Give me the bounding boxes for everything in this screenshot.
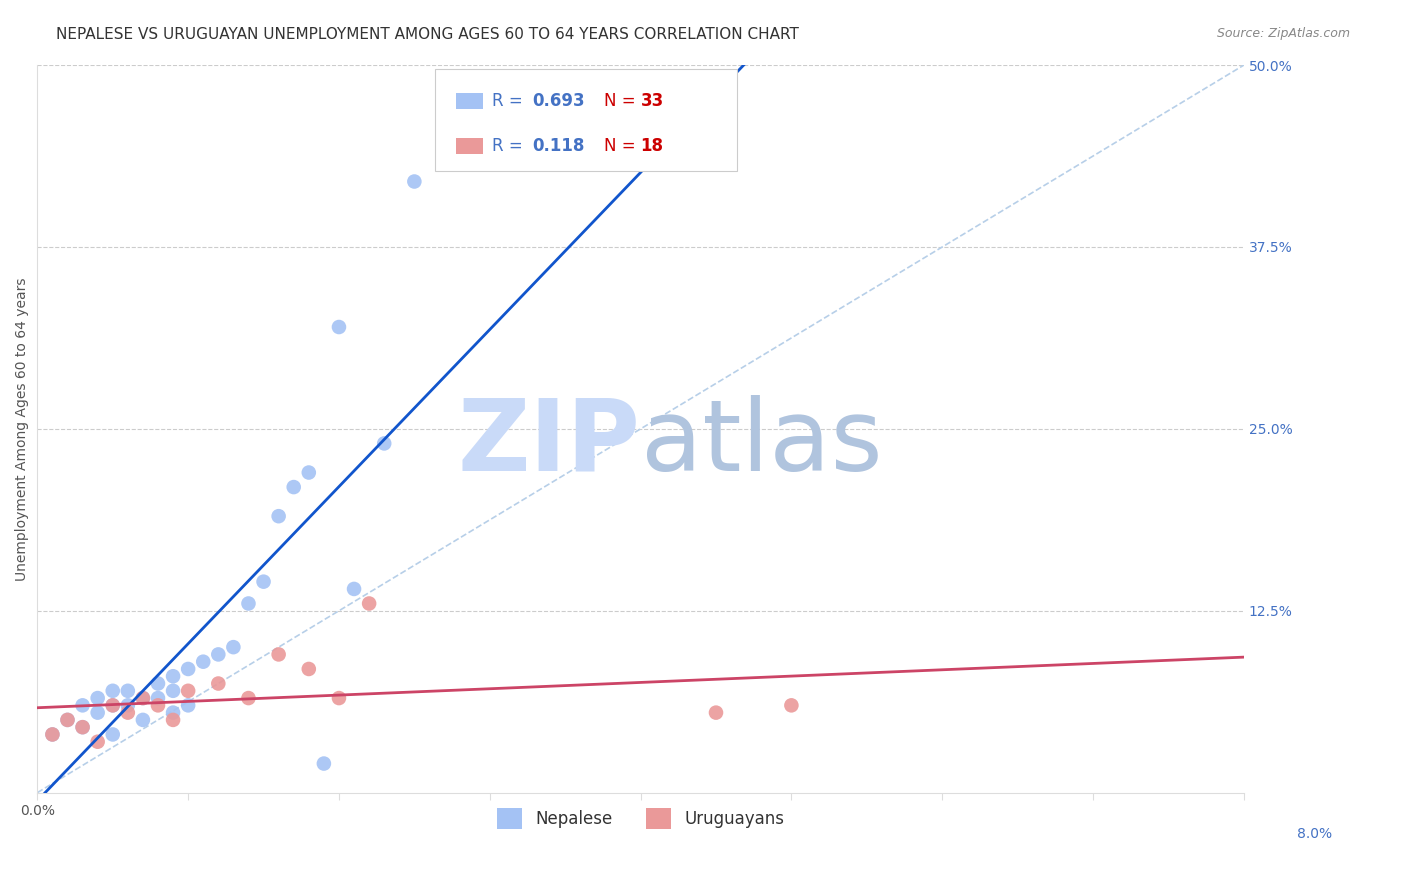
Point (162, 683, 184, 698)
Text: R =: R = (492, 92, 529, 110)
Point (207, 676, 229, 690)
Text: N =: N = (605, 92, 641, 110)
Point (780, 698, 803, 713)
Point (238, 597, 260, 611)
Point (328, 691, 350, 706)
Point (56, 713, 79, 727)
Point (41, 727, 63, 741)
Point (312, 756, 335, 771)
Point (328, 320, 350, 334)
Point (101, 683, 124, 698)
Y-axis label: Unemployment Among Ages 60 to 64 years: Unemployment Among Ages 60 to 64 years (15, 277, 30, 581)
Point (146, 698, 169, 713)
Point (162, 706, 184, 720)
Point (101, 698, 124, 713)
Point (72, 720, 94, 734)
Point (117, 683, 139, 698)
Point (238, 691, 260, 706)
Point (704, 706, 727, 720)
Point (117, 706, 139, 720)
Point (132, 713, 155, 727)
Point (267, 509, 290, 524)
Point (404, 174, 426, 188)
Point (132, 691, 155, 706)
Text: 0.693: 0.693 (531, 92, 585, 110)
Point (41, 727, 63, 741)
Point (86, 735, 108, 749)
Point (298, 466, 321, 480)
Point (101, 727, 124, 741)
Point (193, 655, 215, 669)
Point (86, 691, 108, 706)
Text: N =: N = (605, 137, 641, 155)
Point (117, 698, 139, 713)
Text: 18: 18 (641, 137, 664, 155)
Point (86, 706, 108, 720)
Point (222, 640, 245, 654)
Point (162, 669, 184, 683)
Text: atlas: atlas (641, 395, 882, 491)
FancyBboxPatch shape (436, 69, 737, 170)
Text: 0.118: 0.118 (531, 137, 585, 155)
Point (177, 698, 200, 713)
Point (72, 698, 94, 713)
Point (162, 713, 184, 727)
Point (132, 691, 155, 706)
Point (207, 648, 229, 662)
Point (146, 676, 169, 690)
Point (56, 713, 79, 727)
Point (267, 648, 290, 662)
Point (359, 597, 381, 611)
Point (101, 698, 124, 713)
Text: NEPALESE VS URUGUAYAN UNEMPLOYMENT AMONG AGES 60 TO 64 YEARS CORRELATION CHART: NEPALESE VS URUGUAYAN UNEMPLOYMENT AMONG… (56, 27, 799, 42)
FancyBboxPatch shape (456, 138, 482, 154)
Text: ZIP: ZIP (458, 395, 641, 491)
Text: R =: R = (492, 137, 533, 155)
FancyBboxPatch shape (456, 93, 482, 109)
Point (373, 436, 395, 450)
Point (146, 691, 169, 706)
Point (177, 662, 200, 676)
Text: 33: 33 (641, 92, 664, 110)
Point (177, 683, 200, 698)
Point (252, 574, 274, 589)
Point (343, 582, 366, 596)
Legend: Nepalese, Uruguayans: Nepalese, Uruguayans (491, 802, 792, 835)
Text: Source: ZipAtlas.com: Source: ZipAtlas.com (1216, 27, 1350, 40)
Point (283, 480, 305, 494)
Point (72, 720, 94, 734)
Point (298, 662, 321, 676)
Text: 8.0%: 8.0% (1298, 827, 1331, 841)
